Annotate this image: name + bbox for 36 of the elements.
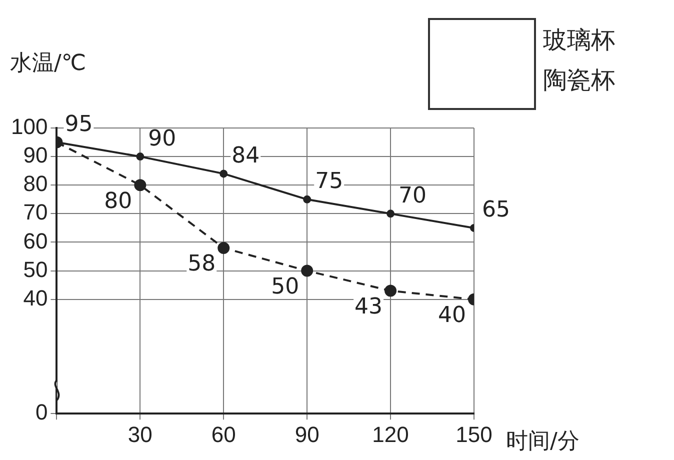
y-tick-label: 60 — [23, 228, 48, 254]
x-tick-label: 90 — [294, 422, 320, 447]
point — [386, 210, 395, 218]
data-label: 50 — [271, 274, 300, 300]
y-tick-label: 100 — [10, 114, 48, 140]
text: 陶瓷杯 — [543, 65, 615, 96]
x-tick-label: 120 — [372, 422, 409, 447]
text: 玻璃杯 — [543, 25, 615, 56]
y-tick-label: 40 — [23, 285, 48, 310]
x-tick-label: 60 — [211, 422, 236, 447]
data-label: 43 — [354, 294, 383, 320]
x-axis-title: 时间/分 — [506, 428, 580, 456]
x-tick-label: 150 — [456, 422, 492, 447]
point — [384, 284, 397, 297]
data-label: 65 — [482, 198, 510, 223]
data-label: 90 — [148, 126, 176, 152]
data-label: 80 — [104, 188, 132, 214]
y-tick-label: 90 — [23, 142, 48, 168]
point — [136, 152, 144, 161]
point — [220, 170, 228, 178]
x-tick-label: 30 — [128, 422, 152, 447]
data-label: 75 — [315, 169, 344, 194]
data-label: 40 — [438, 303, 466, 328]
data-label: 95 — [64, 112, 93, 137]
y-tick-label: 70 — [23, 200, 48, 225]
y-tick-label: 50 — [23, 256, 48, 282]
point — [301, 264, 314, 277]
point — [218, 242, 230, 254]
point — [134, 179, 146, 192]
point — [303, 195, 312, 204]
y-tick-label: 0 — [35, 400, 48, 425]
data-label: 70 — [398, 183, 427, 208]
data-label: 84 — [232, 143, 260, 168]
y-tick-label: 80 — [23, 171, 48, 196]
y-axis-title: 水温/℃ — [10, 50, 86, 78]
data-label: 58 — [188, 252, 216, 277]
